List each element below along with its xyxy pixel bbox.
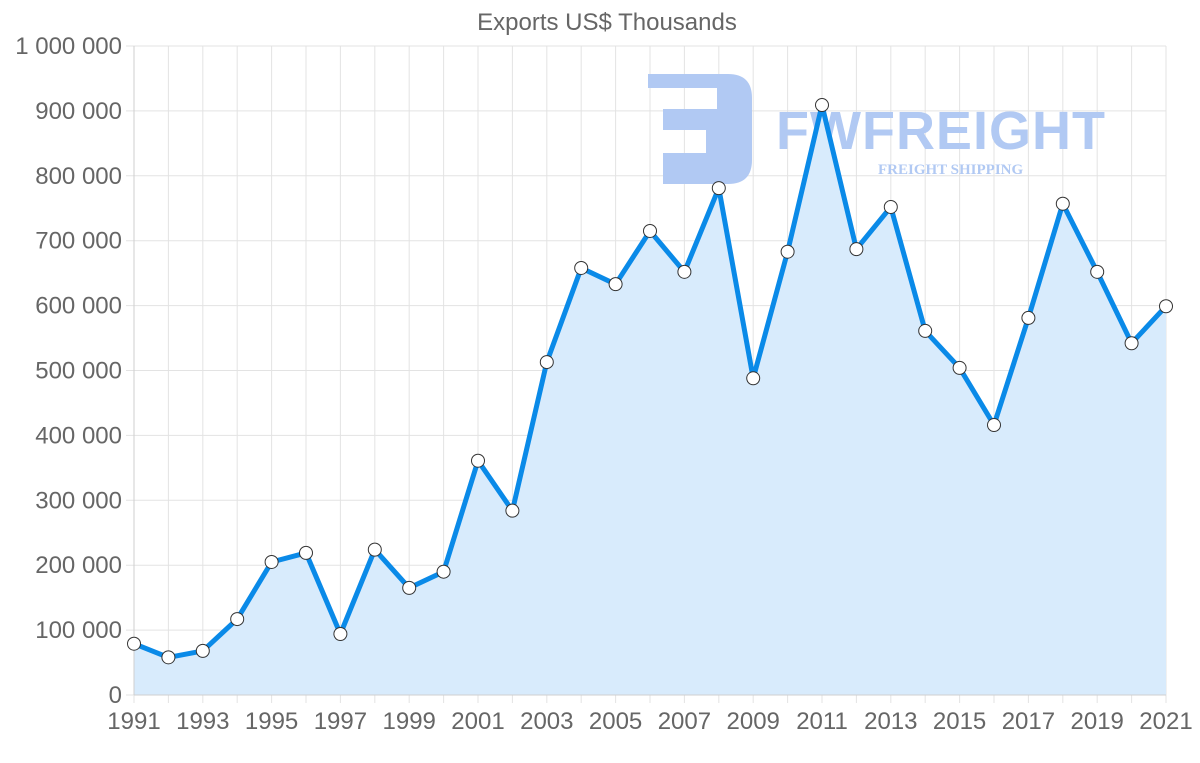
x-tick-label: 2009	[727, 708, 780, 735]
data-point[interactable]: 2016: 416000	[987, 418, 1001, 433]
x-tick-label: 1999	[383, 708, 436, 735]
data-point[interactable]: 1991: 79000	[127, 636, 141, 651]
data-point[interactable]: 2010: 683000	[780, 244, 795, 259]
x-tick-label: 2021	[1139, 708, 1192, 735]
data-point[interactable]: 2004: 658000	[574, 260, 589, 275]
data-point[interactable]: 2018: 757000	[1055, 196, 1070, 211]
y-tick-label: 300 000	[35, 487, 122, 514]
fwfreight-watermark: FWFREIGHT FREIGHT SHIPPING	[648, 74, 1105, 184]
data-point[interactable]: 2002: 284000	[505, 503, 520, 518]
x-tick-label: 2005	[589, 708, 642, 735]
data-point[interactable]: 2005: 633000	[608, 277, 623, 292]
data-point[interactable]: 1999: 165000	[402, 580, 417, 595]
data-point[interactable]: 2017: 581000	[1021, 310, 1036, 325]
axes	[133, 46, 1166, 696]
data-point[interactable]: 2020: 542000	[1124, 336, 1139, 351]
data-point[interactable]: 2014: 561000	[918, 323, 933, 338]
data-point[interactable]: 2003: 513000	[539, 355, 554, 370]
y-tick-label: 400 000	[35, 422, 122, 449]
y-tick-label: 600 000	[35, 293, 122, 320]
x-axis-ticks: 1991 1993 1995 1997 1999 2001 2003 2005 2007 2009…	[107, 708, 1192, 735]
data-point[interactable]: 1996: 219000	[299, 545, 313, 560]
x-tick-label: 2001	[451, 708, 504, 735]
x-tick-label: 1993	[176, 708, 229, 735]
y-tick-label: 1 000 000	[15, 33, 122, 60]
data-point[interactable]: 1993: 68000	[195, 643, 210, 658]
x-tick-label: 2007	[658, 708, 711, 735]
data-point[interactable]: 2015: 504000	[952, 360, 967, 375]
data-points: 1991: 79000 1992: 58000 1993: 68000 1994: 1…	[127, 98, 1173, 665]
x-tick-label: 2003	[520, 708, 573, 735]
y-tick-label: 0	[109, 682, 122, 709]
chart-title: Exports US$ Thousands	[477, 9, 737, 36]
y-tick-label: 700 000	[35, 228, 122, 255]
data-point[interactable]: 2008: 781000	[711, 181, 726, 196]
x-tick-label: 2011	[796, 708, 848, 735]
y-tick-label: 900 000	[35, 98, 122, 125]
data-point[interactable]: 2019: 652000	[1090, 264, 1105, 279]
data-point[interactable]: 1997: 94000	[333, 626, 348, 641]
y-tick-label: 200 000	[35, 552, 122, 579]
data-point[interactable]: 1998: 224000	[367, 542, 382, 557]
data-point[interactable]: 1995: 205000	[264, 554, 279, 569]
data-point[interactable]: 2011: 909000	[815, 98, 829, 113]
x-tick-label: 2015	[933, 708, 986, 735]
data-point[interactable]: 2009: 488000	[746, 371, 761, 386]
data-point[interactable]: 2007: 652000	[677, 264, 692, 279]
x-tick-label: 2019	[1071, 708, 1124, 735]
watermark-tagline: FREIGHT SHIPPING	[878, 162, 1023, 178]
y-tick-label: 800 000	[35, 163, 122, 190]
x-tick-label: 2013	[864, 708, 917, 735]
y-tick-label: 100 000	[35, 617, 122, 644]
x-tick-label: 1995	[245, 708, 298, 735]
logo-mark-icon	[648, 74, 752, 184]
data-point[interactable]: 1992: 58000	[161, 650, 176, 665]
x-tick-label: 1991	[107, 708, 160, 735]
x-tick-label: 1997	[314, 708, 367, 735]
data-point[interactable]: 2021: 599000	[1159, 299, 1173, 314]
y-axis-ticks: 0 100 000 200 000 300 000 400 000 500 000 600 …	[15, 33, 122, 709]
x-tick-label: 2017	[1002, 708, 1055, 735]
data-point[interactable]: 2012: 687000	[849, 242, 864, 257]
data-point[interactable]: 1994: 117000	[230, 612, 245, 627]
y-tick-label: 500 000	[35, 358, 122, 385]
data-point[interactable]: 2001: 361000	[471, 453, 485, 468]
data-point[interactable]: 2006: 715000	[643, 223, 657, 238]
data-point[interactable]: 2013: 752000	[883, 199, 898, 214]
series-area-fill	[134, 105, 1166, 696]
